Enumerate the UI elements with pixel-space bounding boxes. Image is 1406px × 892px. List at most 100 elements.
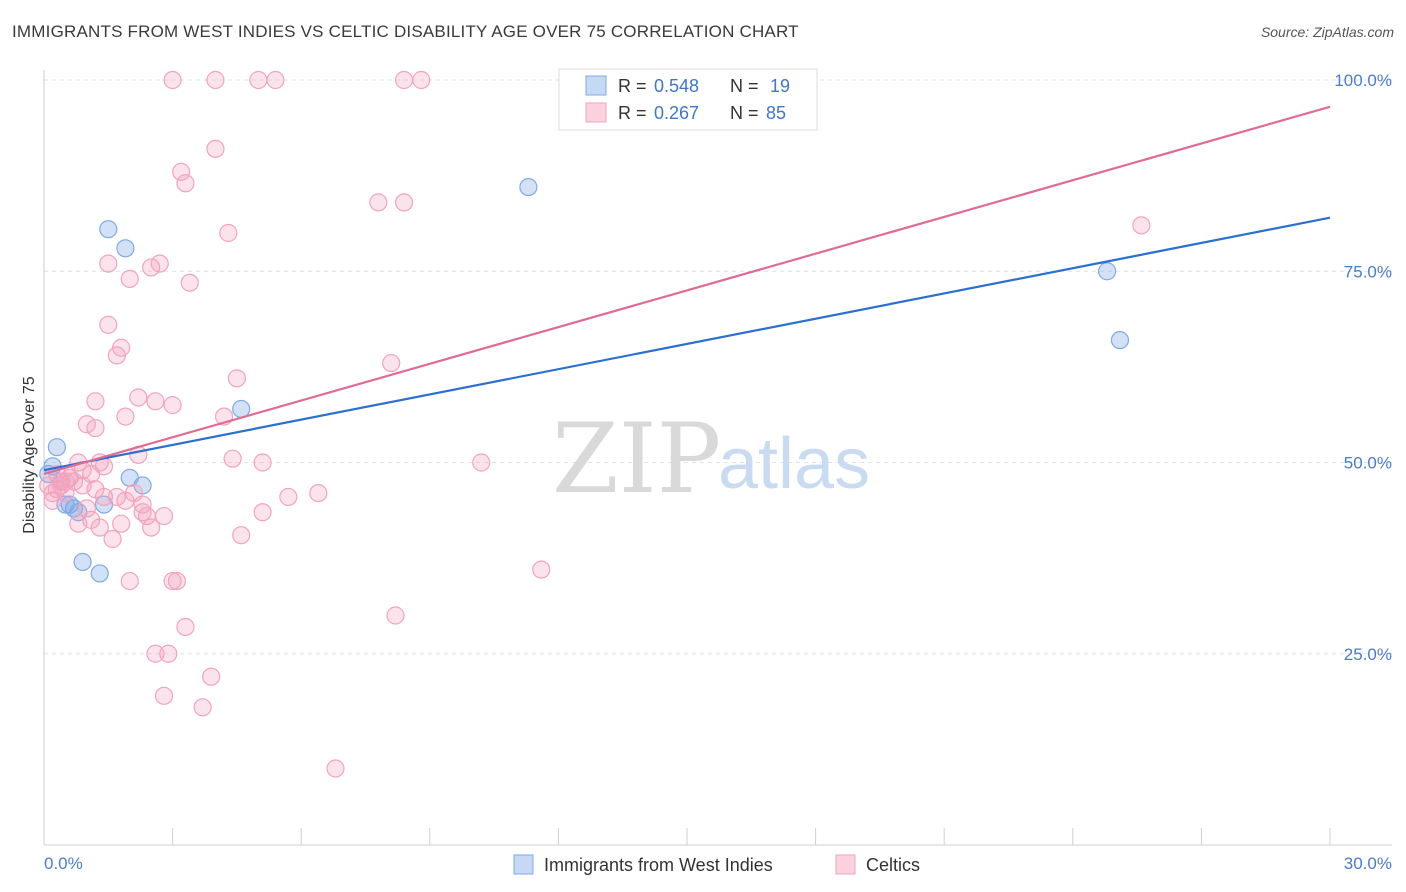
point-celtics-50 <box>206 139 225 158</box>
point-celtics-33 <box>146 644 165 663</box>
point-celtics-52 <box>219 223 238 243</box>
y-axis-title: Disability Age Over 75 <box>21 376 38 534</box>
legend-r-value-1: 0.548 <box>654 76 699 96</box>
point-celtics-84 <box>86 480 105 499</box>
y-tick-label-25: 25.0% <box>1344 645 1392 664</box>
legend-swatch-pink <box>585 102 607 123</box>
point-celtics-68 <box>412 70 431 90</box>
point-celtics-80 <box>124 484 144 503</box>
x-axis-ticks <box>43 828 1331 845</box>
point-celtics-18 <box>99 254 118 273</box>
legend-n-label-2: N = <box>730 103 759 123</box>
point-celtics-22 <box>112 338 131 357</box>
y-tick-label-75: 75.0% <box>1344 262 1392 281</box>
point-celtics-34 <box>146 392 165 411</box>
point-celtics-71 <box>1132 216 1151 235</box>
trend-line-celtics <box>43 105 1331 476</box>
point-celtics-53 <box>223 449 242 468</box>
legend-n-value-1: 19 <box>770 76 790 96</box>
point-celtics-81 <box>133 503 152 522</box>
point-celtics-54 <box>227 369 246 388</box>
series-label-west-indies: Immigrants from West Indies <box>544 855 773 875</box>
point-celtics-46 <box>163 70 182 90</box>
trend-line-west-indies <box>43 216 1331 472</box>
point-west-indies-10 <box>116 239 135 258</box>
y-tick-label-100: 100.0% <box>1334 71 1392 90</box>
point-celtics-42 <box>172 162 191 181</box>
legend-r-label-2: R = <box>618 103 647 123</box>
point-west-indies-14 <box>519 178 538 197</box>
point-celtics-49 <box>206 70 225 90</box>
point-celtics-65 <box>386 606 405 625</box>
point-celtics-14 <box>86 392 105 411</box>
legend-n-label-1: N = <box>730 76 759 96</box>
correlation-legend: R = 0.548 N = 19 R = 0.267 N = 85 <box>558 68 818 131</box>
point-west-indies-16 <box>1110 331 1130 350</box>
point-west-indies-7 <box>90 564 109 583</box>
point-celtics-31 <box>142 518 161 537</box>
point-celtics-61 <box>309 484 328 503</box>
point-celtics-45 <box>180 273 199 292</box>
gridlines <box>44 79 1392 655</box>
point-celtics-63 <box>369 193 388 212</box>
watermark-zip: ZIP <box>552 403 721 515</box>
point-celtics-11 <box>77 415 96 434</box>
legend-r-label-1: R = <box>618 76 647 96</box>
point-west-indies-6 <box>73 552 92 572</box>
point-celtics-40 <box>163 571 182 591</box>
chart-title: IMMIGRANTS FROM WEST INDIES VS CELTIC DI… <box>12 22 799 41</box>
legend-swatch-blue <box>585 75 607 96</box>
point-celtics-70 <box>532 560 551 579</box>
point-celtics-78 <box>90 518 109 537</box>
point-celtics-32 <box>142 258 161 277</box>
point-celtics-62 <box>326 759 345 778</box>
point-celtics-79 <box>107 487 126 507</box>
point-celtics-59 <box>266 70 285 90</box>
point-celtics-37 <box>154 686 174 705</box>
point-celtics-41 <box>167 571 186 591</box>
point-celtics-25 <box>120 269 139 288</box>
point-celtics-39 <box>163 396 182 415</box>
y-tick-labels: 25.0% 50.0% 75.0% 100.0% <box>1334 71 1392 664</box>
point-celtics-44 <box>176 617 195 637</box>
point-celtics-43 <box>176 174 195 193</box>
point-celtics-56 <box>249 70 268 90</box>
trend-lines <box>43 105 1331 476</box>
point-celtics-47 <box>193 698 212 717</box>
point-celtics-83 <box>69 514 88 533</box>
point-celtics-55 <box>232 526 251 545</box>
point-celtics-48 <box>202 667 221 686</box>
point-west-indies-1 <box>47 438 66 457</box>
series-label-celtics: Celtics <box>866 855 920 875</box>
point-celtics-13 <box>86 418 105 438</box>
point-west-indies-9 <box>99 220 118 239</box>
x-tick-label-min: 0.0% <box>44 854 83 873</box>
point-celtics-69 <box>472 453 491 472</box>
point-celtics-64 <box>382 353 401 373</box>
legend-n-value-2: 85 <box>766 103 786 123</box>
watermark-atlas: atlas <box>718 424 870 504</box>
point-celtics-73 <box>52 472 71 491</box>
point-celtics-66 <box>394 193 414 212</box>
point-celtics-24 <box>116 407 135 426</box>
point-celtics-27 <box>129 388 148 407</box>
point-celtics-21 <box>112 514 131 533</box>
legend-r-value-2: 0.267 <box>654 103 699 123</box>
x-tick-label-max: 30.0% <box>1344 854 1392 873</box>
point-celtics-26 <box>120 571 139 591</box>
source-label: Source: ZipAtlas.com <box>1260 24 1394 40</box>
series-legend: Immigrants from West Indies Celtics <box>513 854 920 875</box>
point-celtics-67 <box>394 70 414 90</box>
point-celtics-36 <box>154 506 174 526</box>
point-celtics-17 <box>99 315 118 334</box>
series-swatch-west-indies <box>513 854 534 875</box>
point-celtics-76 <box>77 499 96 518</box>
point-celtics-19 <box>103 529 122 549</box>
point-celtics-58 <box>253 503 272 522</box>
point-celtics-35 <box>150 254 169 273</box>
point-celtics-60 <box>279 487 298 507</box>
y-tick-label-50: 50.0% <box>1344 454 1392 473</box>
series-swatch-celtics <box>835 854 856 875</box>
point-celtics-38 <box>159 644 178 663</box>
